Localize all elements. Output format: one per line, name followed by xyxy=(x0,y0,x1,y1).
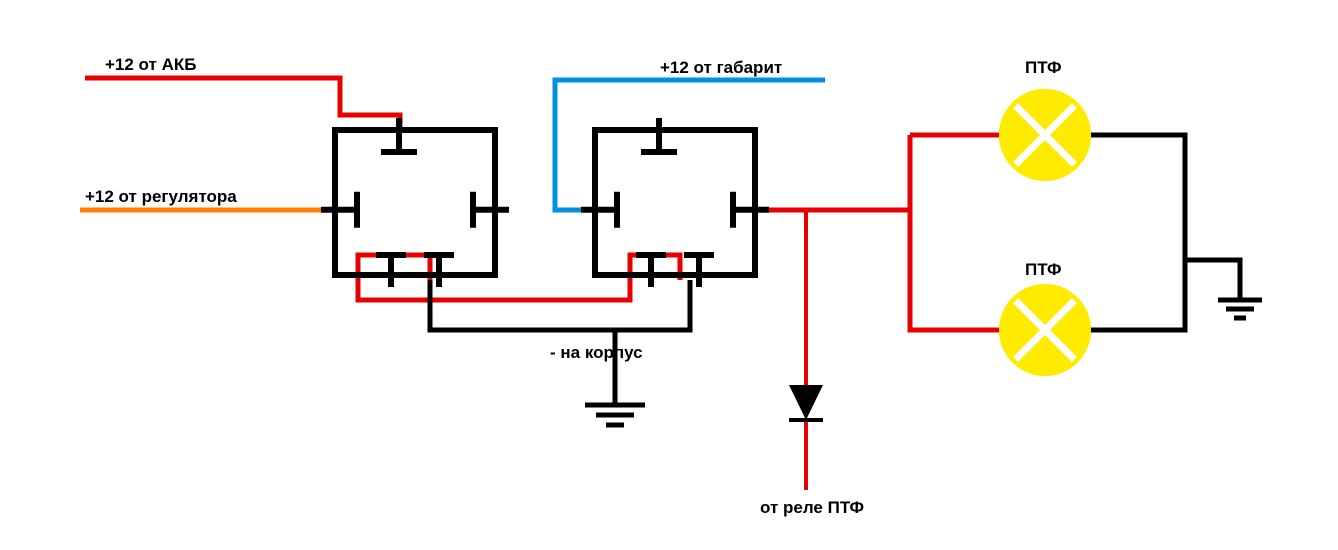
label-akb: +12 от АКБ xyxy=(105,55,196,75)
circuit-diagram xyxy=(0,0,1338,550)
label-ground-body: - на корпус xyxy=(550,343,643,363)
label-regulator: +12 от регулятора xyxy=(85,187,237,207)
label-ptf-top: ПТФ xyxy=(1025,58,1061,78)
label-ptf-bottom: ПТФ xyxy=(1025,260,1061,280)
label-from-relay-ptf: от реле ПТФ xyxy=(760,498,864,518)
label-gabarit: +12 от габарит xyxy=(660,58,782,78)
